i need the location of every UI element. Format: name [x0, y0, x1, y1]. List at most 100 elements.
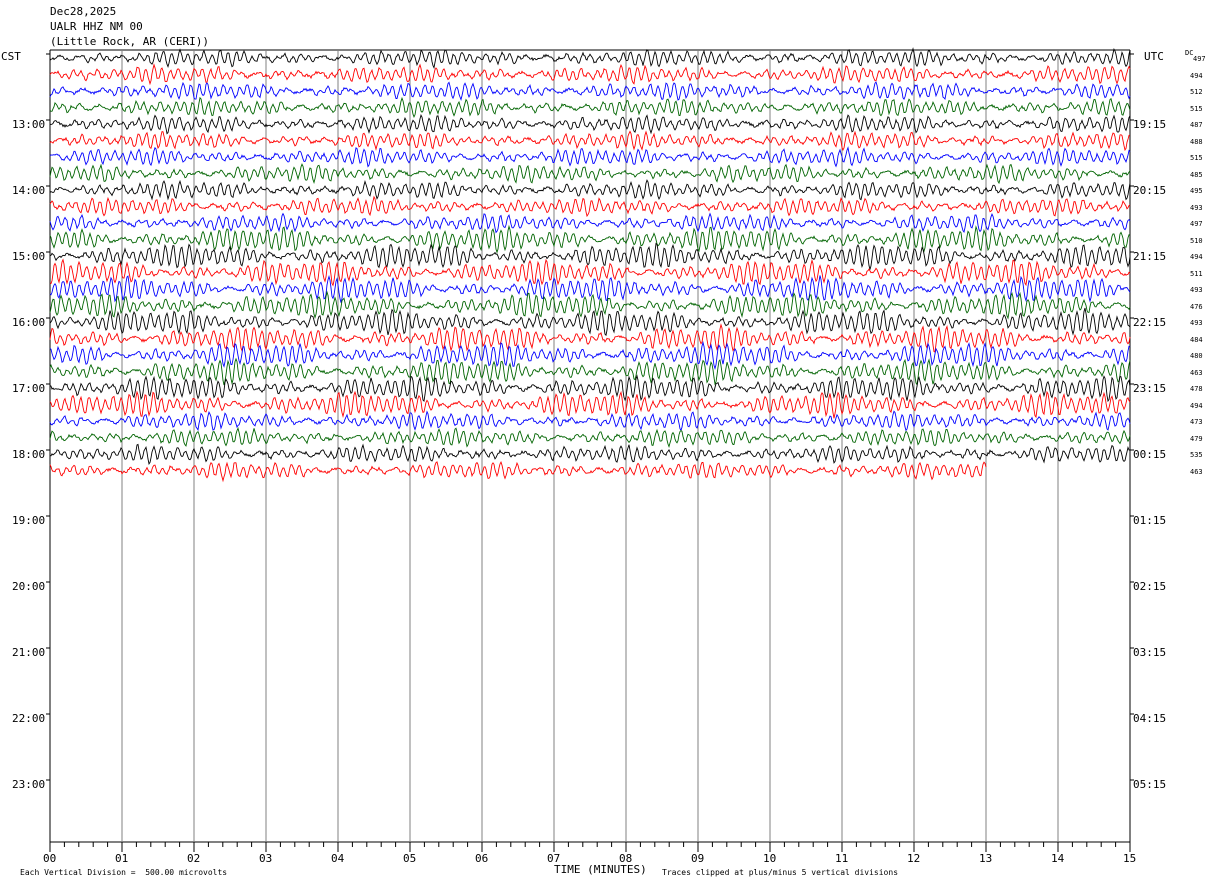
seismic-trace	[49, 242, 1131, 270]
seismic-trace	[49, 47, 1131, 70]
dc-offset-label: 515	[1190, 154, 1203, 162]
dc-offset-label: 511	[1190, 269, 1203, 278]
x-tick-label: 02	[187, 852, 201, 865]
seismic-trace	[49, 340, 1131, 370]
seismic-trace	[49, 81, 1131, 101]
seismic-trace	[49, 290, 1131, 320]
left-hour-label: 15:00	[12, 250, 46, 263]
x-tick-label: 04	[331, 852, 345, 865]
dc-offset-label: 497	[1193, 55, 1206, 63]
right-hour-label: 03:15	[1133, 646, 1167, 659]
dc-offset-label: 495	[1190, 187, 1203, 195]
x-axis-title: TIME (MINUTES)	[554, 863, 647, 876]
dc-label: DC	[1185, 49, 1194, 57]
dc-offset-label: 535	[1190, 451, 1203, 459]
x-tick-label: 11	[835, 852, 849, 865]
x-tick-label: 09	[691, 852, 705, 865]
left-hour-label: 21:00	[12, 646, 46, 659]
x-tick-label: 10	[763, 852, 777, 865]
right-hour-label: 01:15	[1133, 514, 1167, 527]
station-label: UALR HHZ NM 00	[50, 20, 143, 33]
dc-offset-label: 473	[1190, 418, 1203, 426]
seismic-trace	[49, 63, 1131, 86]
seismic-trace	[49, 163, 1131, 185]
x-tick-label: 15	[1123, 852, 1137, 865]
x-tick-label: 01	[115, 852, 129, 865]
seismic-trace	[49, 212, 1131, 234]
dc-offset-label: 478	[1190, 385, 1203, 393]
dc-offset-label: 494	[1190, 253, 1203, 261]
seismic-trace	[49, 146, 1131, 168]
left-hour-label: 20:00	[12, 580, 46, 593]
scale-note: Each Vertical Division = 500.00 microvol…	[20, 868, 228, 877]
x-tick-label: 12	[907, 852, 921, 865]
seismic-trace	[49, 130, 1130, 152]
right-hour-label: 22:15	[1133, 316, 1167, 329]
dc-offset-label: 476	[1190, 302, 1203, 311]
seismic-trace	[49, 307, 1131, 337]
left-hour-label: 18:00	[12, 448, 46, 461]
right-hour-label: 04:15	[1133, 712, 1167, 725]
seismic-trace	[49, 195, 1131, 218]
dc-offset-label: 479	[1190, 434, 1203, 443]
left-hour-label: 22:00	[12, 712, 46, 725]
dc-offset-label: 512	[1190, 88, 1203, 96]
right-hour-label: 20:15	[1133, 184, 1167, 197]
x-tick-label: 05	[403, 852, 417, 865]
seismic-trace	[49, 113, 1131, 135]
dc-offset-label: 510	[1190, 236, 1203, 245]
seismic-trace	[49, 390, 1131, 419]
dc-offset-label: 493	[1190, 319, 1203, 327]
cst-label: CST	[1, 50, 21, 63]
dc-offset-label: 493	[1190, 286, 1203, 294]
x-tick-label: 08	[619, 852, 633, 865]
dc-offset-label: 463	[1190, 368, 1203, 377]
dc-offset-label: 497	[1190, 220, 1203, 228]
right-hour-label: 02:15	[1133, 580, 1167, 593]
left-hour-label: 19:00	[12, 514, 46, 527]
dc-offset-label: 485	[1190, 170, 1203, 179]
left-hour-label: 13:00	[12, 118, 46, 131]
dc-offset-label: 487	[1190, 121, 1203, 129]
left-hour-label: 16:00	[12, 316, 46, 329]
x-tick-label: 00	[43, 852, 57, 865]
dc-offset-label: 515	[1190, 104, 1203, 113]
right-hour-label: 19:15	[1133, 118, 1167, 131]
left-hour-label: 17:00	[12, 382, 46, 395]
right-hour-label: 23:15	[1133, 382, 1167, 395]
dc-offset-label: 480	[1190, 352, 1203, 360]
x-tick-label: 03	[259, 852, 273, 865]
dc-offset-label: 494	[1190, 71, 1203, 80]
x-tick-label: 14	[1051, 852, 1065, 865]
utc-label: UTC	[1144, 50, 1164, 63]
x-tick-label: 06	[475, 852, 489, 865]
seismic-trace	[49, 96, 1131, 119]
seismic-trace	[49, 179, 1131, 201]
left-hour-label: 14:00	[12, 184, 46, 197]
seismic-trace	[49, 426, 1131, 449]
right-hour-label: 00:15	[1133, 448, 1167, 461]
dc-offset-label: 494	[1190, 401, 1203, 410]
seismic-trace	[49, 323, 1131, 353]
clip-note: Traces clipped at plus/minus 5 vertical …	[662, 868, 899, 877]
x-tick-label: 13	[979, 852, 993, 865]
x-tick-label: 07	[547, 852, 561, 865]
dc-offset-label: 488	[1190, 137, 1203, 146]
dc-offset-label: 493	[1190, 203, 1203, 212]
right-hour-label: 21:15	[1133, 250, 1167, 263]
seismic-trace	[49, 443, 1131, 466]
seismic-trace	[49, 258, 1131, 287]
location-label: (Little Rock, AR (CERI))	[50, 35, 209, 48]
seismic-trace	[49, 224, 1131, 254]
seismic-trace	[49, 460, 987, 483]
left-hour-label: 23:00	[12, 778, 46, 791]
dc-offset-label: 484	[1190, 335, 1203, 344]
date-label: Dec28,2025	[50, 5, 117, 18]
seismic-trace	[49, 410, 1131, 432]
seismic-trace	[49, 374, 1131, 403]
seismic-trace	[49, 357, 1131, 387]
dc-offset-label: 463	[1190, 467, 1203, 476]
seismic-trace	[49, 275, 1131, 303]
right-hour-label: 05:15	[1133, 778, 1167, 791]
